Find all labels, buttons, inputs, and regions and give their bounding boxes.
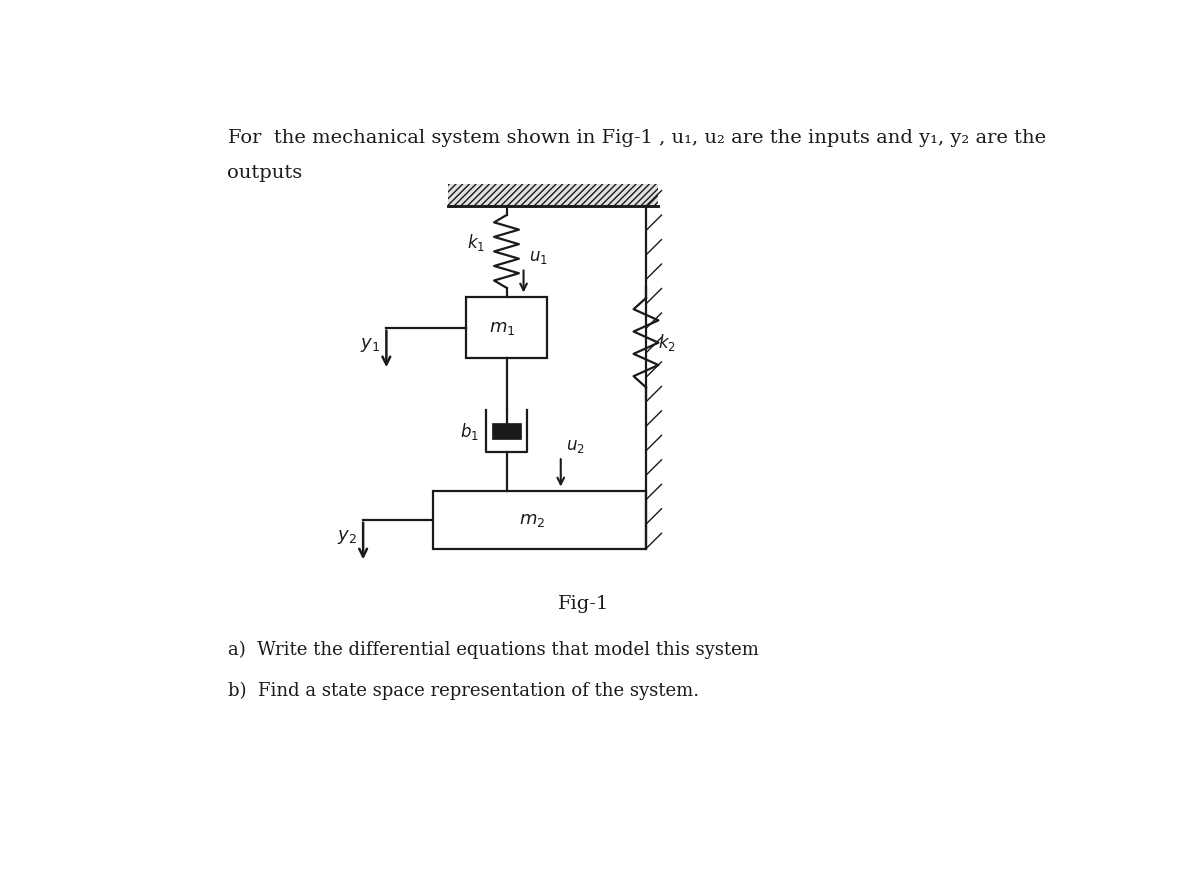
Text: $m_1$: $m_1$ [490, 318, 516, 337]
Text: Fig-1: Fig-1 [558, 595, 610, 613]
Text: $k_2$: $k_2$ [658, 332, 676, 353]
Text: $u_1$: $u_1$ [529, 248, 548, 266]
Bar [492, 423, 521, 439]
Text: b)  Find a state space representation of the system.: b) Find a state space representation of … [228, 682, 698, 701]
Text: $y_1$: $y_1$ [360, 336, 380, 354]
Bar [449, 184, 658, 206]
Text: a)  Write the differential equations that model this system: a) Write the differential equations that… [228, 641, 758, 660]
Bar [466, 297, 547, 358]
Text: $u_2$: $u_2$ [566, 436, 584, 454]
Bar [433, 491, 646, 549]
Text: $k_1$: $k_1$ [467, 232, 485, 252]
Text: $b_1$: $b_1$ [460, 420, 479, 442]
Text: outputs: outputs [228, 164, 302, 181]
Text: $y_2$: $y_2$ [337, 528, 356, 546]
Text: $m_2$: $m_2$ [518, 511, 545, 529]
Text: For  the mechanical system shown in Fig-1 , u₁, u₂ are the inputs and y₁, y₂ are: For the mechanical system shown in Fig-1… [228, 129, 1045, 147]
